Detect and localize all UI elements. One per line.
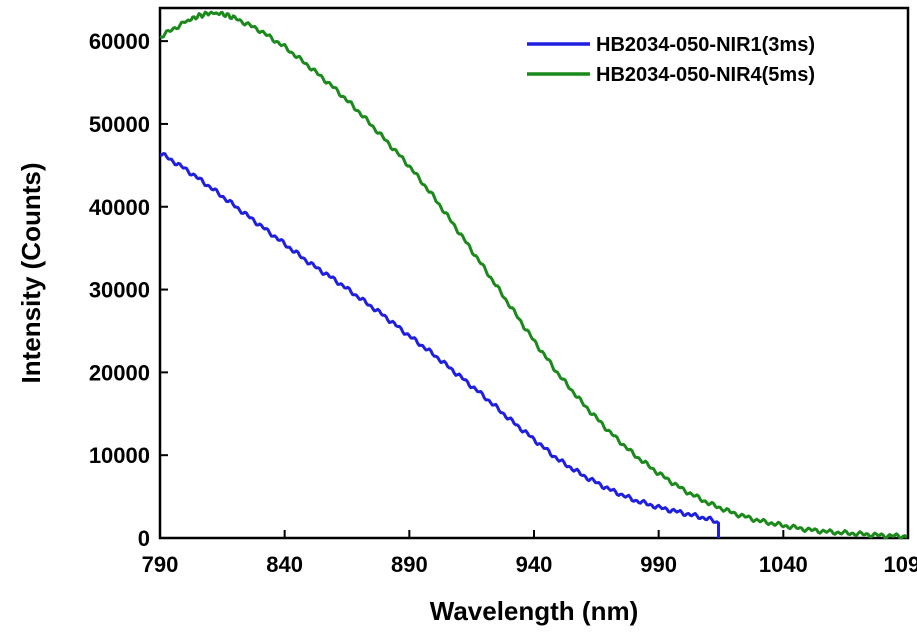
legend-label-1: HB2034-050-NIR1(3ms) (596, 34, 815, 56)
x-tick-label: 790 (142, 552, 179, 577)
x-tick-label: 890 (391, 552, 428, 577)
y-tick-label: 60000 (89, 29, 150, 54)
y-tick-label: 0 (138, 526, 150, 551)
y-tick-label: 10000 (89, 443, 150, 468)
legend-label-2: HB2034-050-NIR4(5ms) (596, 64, 815, 86)
y-tick-label: 50000 (89, 112, 150, 137)
x-tick-label: 1040 (759, 552, 808, 577)
legend: HB2034-050-NIR1(3ms) HB2034-050-NIR4(5ms) (527, 34, 815, 86)
y-axis-title: Intensity (Counts) (16, 163, 46, 384)
x-axis-title: Wavelength (nm) (430, 596, 638, 626)
series-line-2 (159, 10, 909, 540)
y-tick-label: 40000 (89, 195, 150, 220)
series-layer (159, 10, 909, 540)
series-line-1 (159, 152, 720, 538)
y-tick-label: 20000 (89, 360, 150, 385)
plot-frame (158, 6, 910, 540)
x-tick-label: 840 (266, 552, 303, 577)
y-tick-label: 30000 (89, 278, 150, 303)
x-tick-label: 990 (640, 552, 677, 577)
plot-border (158, 6, 910, 540)
x-tick-label: 940 (516, 552, 553, 577)
